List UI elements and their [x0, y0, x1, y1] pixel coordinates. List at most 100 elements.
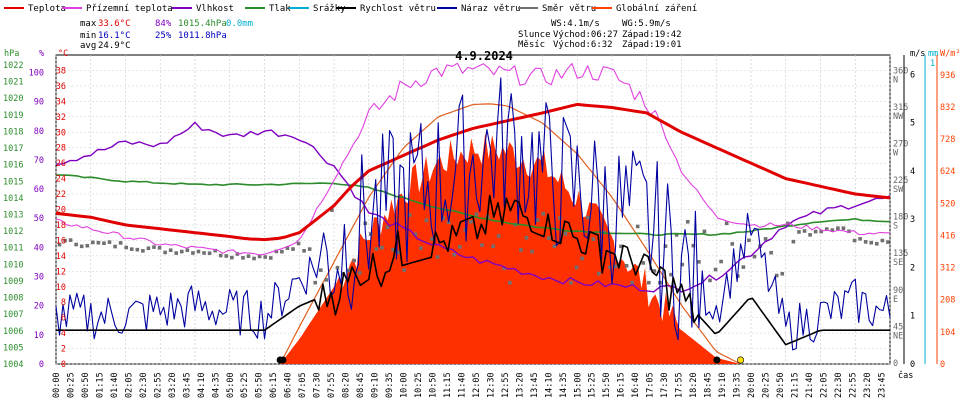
x-tick-label: 15:25 [588, 372, 598, 398]
x-tick-label: 10:25 [414, 372, 424, 398]
series-point-wind-direction [685, 219, 690, 224]
legend-swatch [592, 7, 612, 9]
x-tick-label: 19:35 [733, 372, 743, 398]
axis-tick-hpa: 1009 [3, 277, 23, 287]
axis-tick-hpa: 1015 [3, 177, 23, 187]
series-point-wind-direction [224, 254, 229, 258]
series-point-wind-direction [774, 273, 779, 278]
series-point-wind-direction [174, 251, 179, 255]
stat-value: 84% [155, 19, 172, 29]
axis-tick-degc: 4 [61, 329, 66, 339]
series-point-wind-direction [157, 246, 162, 250]
series-line-n-raz-v-tru [55, 77, 891, 351]
series-point-wind-direction [207, 251, 212, 255]
series-point-wind-direction [496, 234, 501, 238]
legend-swatch [518, 7, 538, 9]
x-tick-label: 16:40 [631, 372, 641, 398]
axis-tick-degc: 26 [56, 159, 66, 169]
series-point-wind-direction [413, 232, 418, 237]
axis-unit-wm2: W/m² [940, 49, 960, 59]
series-point-wind-direction [663, 244, 668, 248]
series-point-wind-direction [724, 221, 729, 226]
axis-tick-degc: 16 [56, 236, 66, 246]
axis-tick-dir: N [893, 75, 898, 85]
series-point-wind-direction [763, 237, 768, 241]
x-tick-label: 00:50 [81, 372, 91, 398]
legend-swatch [289, 7, 309, 9]
series-point-wind-direction [491, 244, 495, 249]
series-point-wind-direction [296, 241, 301, 246]
series-point-wind-direction [213, 248, 217, 253]
x-tick-label: 02:30 [139, 372, 149, 398]
x-tick-label: 00:25 [66, 372, 76, 398]
series-point-wind-direction [708, 278, 712, 283]
series-point-wind-direction [791, 239, 796, 244]
axis-tick-degc: 32 [56, 113, 66, 123]
series-point-wind-direction [352, 258, 356, 263]
series-point-wind-direction [402, 268, 406, 272]
axis-tick-pct: 10 [34, 331, 44, 341]
series-point-wind-direction [852, 238, 857, 243]
series-point-wind-direction [424, 218, 429, 223]
series-point-wind-direction [819, 229, 823, 234]
series-point-wind-direction [624, 264, 629, 268]
axis-tick-wm2: 832 [940, 103, 955, 113]
series-point-wind-direction [780, 271, 785, 276]
x-tick-label: 13:45 [530, 372, 540, 398]
series-point-wind-direction [647, 280, 651, 285]
x-tick-label: 14:10 [544, 372, 554, 398]
series-point-wind-direction [318, 268, 323, 272]
series-point-wind-direction [374, 247, 379, 251]
axis-tick-deg: 135 [893, 249, 908, 259]
series-point-wind-direction [530, 249, 534, 254]
axis-tick-pct: 60 [34, 185, 44, 195]
x-tick-label: 05:00 [226, 372, 236, 398]
x-tick-label: 05:25 [240, 372, 250, 398]
series-point-wind-direction [469, 219, 473, 224]
series-point-wind-direction [257, 254, 262, 259]
series-point-wind-direction [591, 237, 596, 241]
series-line-teplota [55, 102, 891, 242]
legend-label: Náraz větru [461, 4, 521, 14]
series-point-wind-direction [274, 249, 279, 254]
x-tick-label: 07:55 [327, 372, 337, 398]
axis-tick-hpa: 1018 [3, 127, 23, 137]
axis-tick-wm2: 104 [940, 328, 955, 338]
x-tick-label: 07:05 [298, 372, 308, 398]
x-tick-label: 05:50 [255, 372, 265, 398]
legend-swatch [172, 7, 192, 9]
series-point-wind-direction [563, 231, 568, 236]
axis-tick-pct: 70 [34, 156, 44, 166]
series-point-wind-direction [135, 247, 140, 252]
series-point-wind-direction [741, 265, 746, 269]
x-tick-label: 15:50 [602, 372, 612, 398]
axis-tick-pct: 80 [34, 127, 44, 137]
series-point-wind-direction [446, 220, 451, 225]
series-point-wind-direction [641, 261, 646, 265]
axis-tick-deg: 315 [893, 103, 908, 113]
series-line-vlhkost [55, 121, 891, 293]
sun-rise: Východ:06:27 [553, 30, 618, 40]
series-point-wind-direction [335, 265, 340, 270]
series-point-wind-direction [168, 248, 173, 252]
event-marker-sunset [737, 356, 745, 364]
series-point-wind-direction [346, 268, 351, 273]
axis-tick-pct: 20 [34, 302, 44, 312]
axis-tick-deg: 45 [893, 322, 903, 332]
axis-unit-mm: mm [928, 49, 938, 59]
series-point-wind-direction [113, 244, 117, 249]
series-point-wind-direction [863, 240, 868, 244]
axis-tick-hpa: 1020 [3, 94, 23, 104]
series-point-wind-direction [608, 265, 612, 270]
series-point-wind-direction [524, 235, 529, 240]
axis-tick-pct: 40 [34, 243, 44, 253]
x-tick-label: 11:15 [443, 372, 453, 398]
x-tick-label: 12:30 [486, 372, 496, 398]
series-point-wind-direction [380, 245, 384, 250]
x-tick-label: 21:15 [790, 372, 800, 398]
x-tick-label: 18:20 [689, 372, 699, 398]
series-point-wind-direction [196, 249, 201, 254]
series-point-wind-direction [68, 238, 73, 242]
axis-unit-pct: % [39, 49, 44, 59]
